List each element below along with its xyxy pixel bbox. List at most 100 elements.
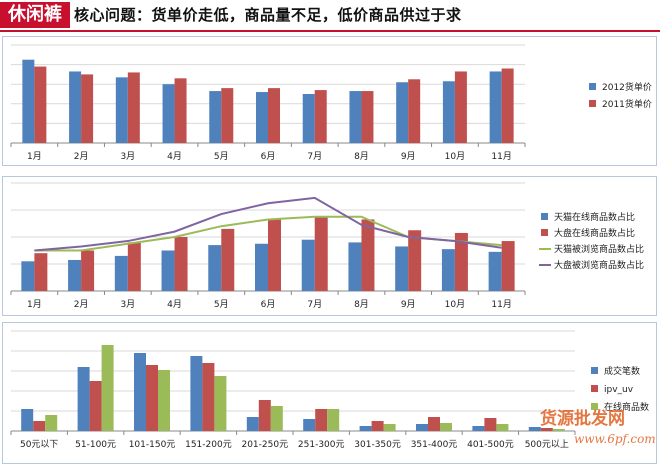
- x-tick-label: 301-350元: [354, 440, 401, 450]
- legend-swatch: [591, 403, 598, 410]
- x-tick-label: 50元以下: [20, 440, 58, 450]
- legend-swatch: [591, 385, 598, 392]
- x-tick-label: 201-250元: [241, 440, 288, 450]
- bar-2011货单价-4月: [174, 78, 187, 143]
- bar-在线商品数-251-300元: [327, 409, 340, 431]
- bar-天猫在线商品数占比-1月: [21, 261, 35, 291]
- bar-天猫在线商品数占比-2月: [68, 259, 82, 291]
- bar-ipv_uv-351-400元: [428, 417, 440, 431]
- bar-ipv_uv-50元以下: [33, 421, 46, 431]
- category-badge: 休闲裤: [0, 2, 70, 28]
- x-tick-label: 4月: [167, 299, 182, 310]
- legend-label: 大盘在线商品数占比: [554, 227, 635, 239]
- legend-label: 大盘被浏览商品数占比: [554, 259, 644, 271]
- bar-成交笔数-301-350元: [359, 426, 372, 431]
- x-tick-label: 6月: [261, 151, 276, 162]
- x-tick-label: 7月: [307, 151, 322, 162]
- bar-天猫在线商品数占比-9月: [395, 246, 409, 291]
- x-tick-label: 51-100元: [75, 440, 116, 450]
- x-tick-label: 6月: [261, 299, 276, 310]
- legend-label: 在线商品数: [604, 401, 649, 413]
- bar-天猫在线商品数占比-4月: [161, 250, 175, 291]
- x-tick-label: 401-500元: [467, 440, 514, 450]
- bar-大盘在线商品数占比-4月: [174, 237, 188, 291]
- watermark-url: www.6pf.com: [574, 432, 656, 446]
- bar-2012货单价-1月: [22, 59, 35, 144]
- chart-panel-unit-price: 1月 2月 3月 4月 5月 6月 7月 8月 9月 10月 11月 2012货单价 2011货单价: [2, 36, 657, 166]
- bar-成交笔数-401-500元: [472, 426, 485, 431]
- legend-swatch: [541, 213, 548, 220]
- bar-2011货单价-5月: [221, 88, 234, 143]
- bar-2012货单价-5月: [209, 91, 222, 143]
- bar-2011货单价-3月: [127, 72, 140, 143]
- x-tick-label: 11月: [491, 151, 511, 162]
- legend-swatch: [589, 100, 596, 107]
- bar-2012货单价-3月: [115, 77, 128, 143]
- header: 休闲裤 核心问题：货单价走低，商品量不足，低价商品供过于求: [0, 0, 660, 30]
- bar-2012货单价-9月: [396, 82, 409, 143]
- unit-price-chart: 1月 2月 3月 4月 5月 6月 7月 8月 9月 10月 11月 2012货单价 2011货单价: [10, 44, 652, 162]
- bar-2011货单价-11月: [501, 68, 514, 143]
- bar-2012货单价-10月: [442, 81, 455, 143]
- watermark-text: 货源批发网: [540, 409, 625, 429]
- bar-ipv_uv-101-150元: [146, 365, 158, 431]
- bar-大盘在线商品数占比-10月: [454, 232, 468, 291]
- legend-swatch: [591, 367, 598, 374]
- line-大盘被浏览商品数占比: [34, 196, 502, 252]
- bar-在线商品数-151-200元: [214, 376, 227, 431]
- bar-天猫在线商品数占比-10月: [441, 249, 455, 291]
- legend-label: 天猫在线商品数占比: [554, 211, 635, 223]
- bar-2012货单价-11月: [489, 71, 502, 143]
- x-tick-label: 5月: [214, 151, 229, 162]
- bar-大盘在线商品数占比-3月: [127, 242, 141, 291]
- x-tick-label: 10月: [445, 299, 465, 310]
- bar-大盘在线商品数占比-7月: [314, 216, 328, 291]
- bar-2011货单价-10月: [454, 71, 467, 143]
- header-rule: [0, 30, 660, 32]
- bar-2012货单价-4月: [162, 84, 175, 143]
- bar-ipv_uv-201-250元: [258, 400, 271, 431]
- bar-ipv_uv-500元以上: [540, 428, 553, 431]
- bar-大盘在线商品数占比-5月: [221, 228, 235, 291]
- legend-label: 2011货单价: [602, 98, 652, 110]
- x-tick-label: 101-150元: [129, 440, 176, 450]
- x-tick-label: 4月: [167, 151, 182, 162]
- bar-2011货单价-7月: [314, 90, 327, 143]
- x-tick-label: 1月: [27, 299, 42, 310]
- bar-天猫在线商品数占比-7月: [301, 239, 315, 291]
- bar-成交笔数-151-200元: [190, 356, 203, 431]
- x-tick-label: 7月: [307, 299, 322, 310]
- x-tick-label: 9月: [401, 299, 416, 310]
- x-tick-label: 9月: [401, 151, 416, 162]
- legend-label: ipv_uv: [604, 385, 634, 395]
- bar-成交笔数-500元以上: [528, 427, 541, 431]
- bar-2012货单价-2月: [69, 71, 82, 143]
- bar-ipv_uv-301-350元: [371, 421, 384, 431]
- bar-大盘在线商品数占比-9月: [408, 230, 422, 291]
- legend-swatch: [541, 229, 548, 236]
- bar-成交笔数-251-300元: [303, 419, 316, 431]
- bar-ipv_uv-151-200元: [202, 363, 215, 431]
- bar-在线商品数-351-400元: [440, 423, 452, 431]
- bar-大盘在线商品数占比-11月: [501, 241, 515, 291]
- bar-在线商品数-101-150元: [158, 370, 170, 431]
- bar-成交笔数-351-400元: [416, 424, 428, 431]
- x-tick-label: 8月: [354, 299, 369, 310]
- x-tick-label: 351-400元: [411, 440, 458, 450]
- bar-大盘在线商品数占比-1月: [34, 253, 48, 291]
- bar-成交笔数-50元以下: [21, 409, 34, 431]
- chart-panel-product-share: 1月 2月 3月 4月 5月 6月 7月 8月 9月 10月 11月 天猫在线商品数占比 大盘在线商品数…: [2, 176, 657, 316]
- bar-2012货单价-8月: [349, 91, 362, 143]
- x-tick-label: 1月: [27, 151, 42, 162]
- bar-大盘在线商品数占比-6月: [268, 219, 281, 291]
- bar-在线商品数-401-500元: [496, 424, 509, 431]
- bar-成交笔数-201-250元: [246, 417, 259, 431]
- x-tick-label: 500元以上: [525, 439, 569, 450]
- x-tick-label: 10月: [445, 151, 465, 162]
- x-tick-label: 8月: [354, 151, 369, 162]
- bar-成交笔数-51-100元: [77, 367, 90, 431]
- x-tick-label: 151-200元: [185, 440, 232, 450]
- bar-天猫在线商品数占比-8月: [348, 242, 362, 291]
- bar-2011货单价-2月: [81, 74, 94, 143]
- bar-2011货单价-1月: [34, 66, 47, 143]
